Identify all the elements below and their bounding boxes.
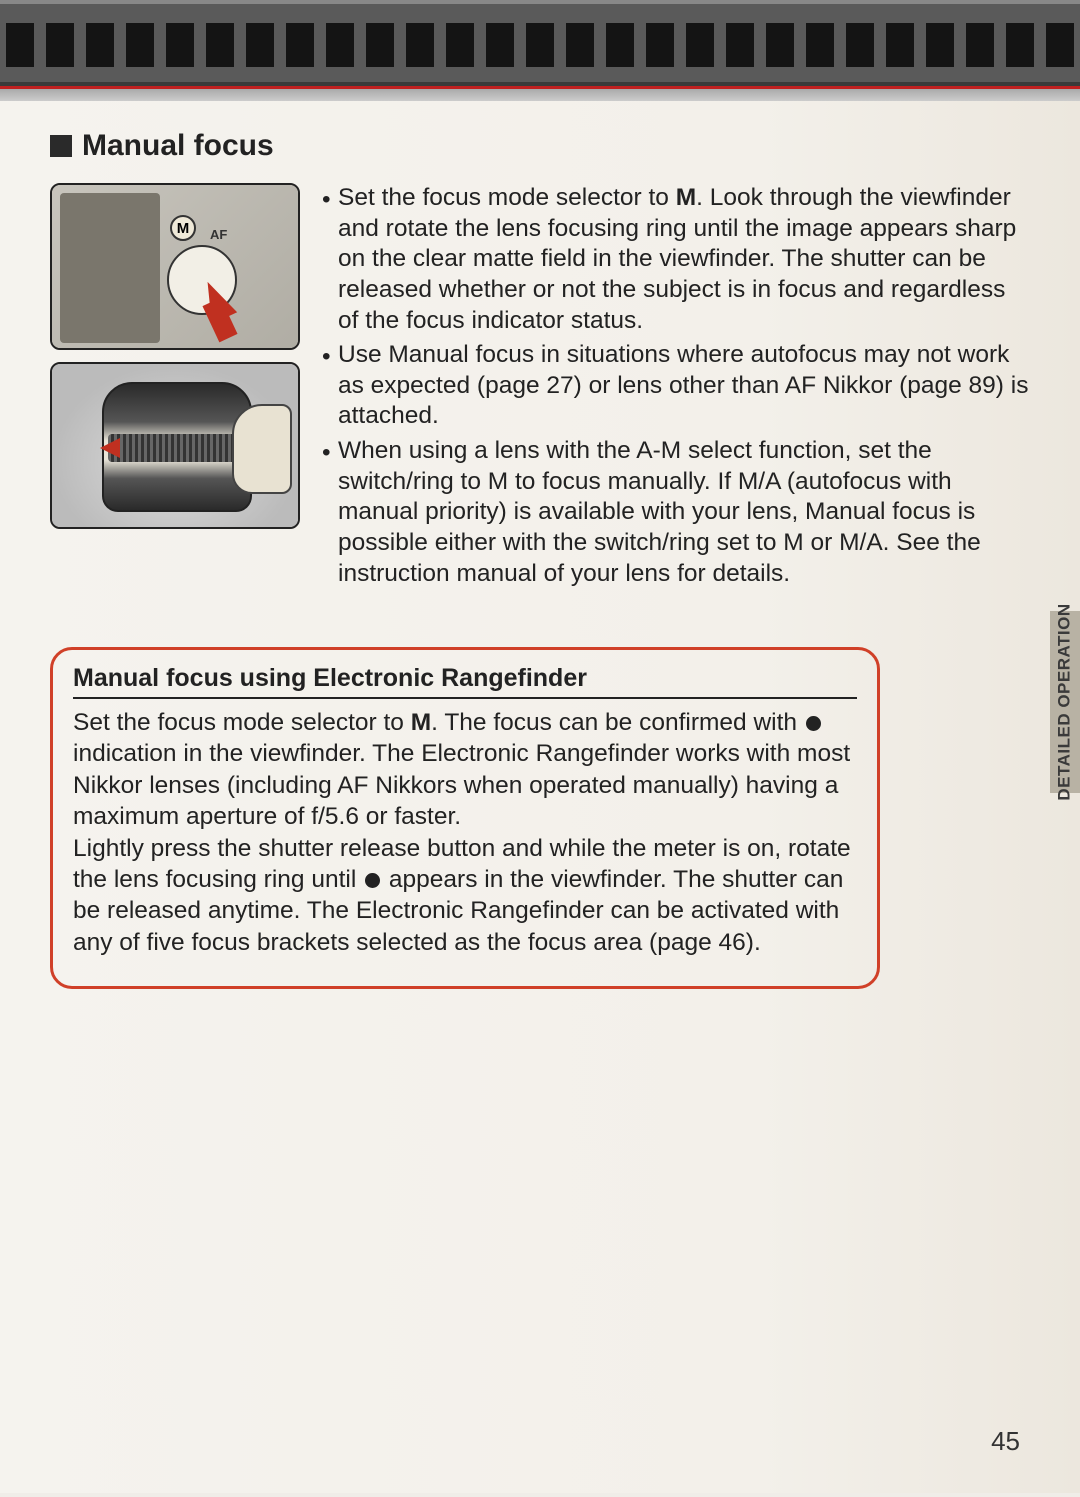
film-hole: [1046, 23, 1074, 67]
callout-body: Set the focus mode selector to M. The fo…: [73, 707, 857, 958]
film-hole: [646, 23, 674, 67]
film-hole: [46, 23, 74, 67]
film-hole: [766, 23, 794, 67]
film-hole: [206, 23, 234, 67]
callout-title: Manual focus using Electronic Rangefinde…: [73, 664, 857, 699]
af-label: AF: [210, 227, 227, 242]
film-hole: [886, 23, 914, 67]
focus-dot-icon: [806, 716, 821, 731]
film-hole: [286, 23, 314, 67]
film-hole: [326, 23, 354, 67]
film-hole: [166, 23, 194, 67]
film-strip-border: [0, 0, 1080, 86]
film-hole: [566, 23, 594, 67]
film-hole: [606, 23, 634, 67]
film-hole: [446, 23, 474, 67]
film-hole: [686, 23, 714, 67]
heading-text: Manual focus: [82, 129, 274, 163]
film-hole: [926, 23, 954, 67]
film-hole: [126, 23, 154, 67]
film-hole: [726, 23, 754, 67]
film-hole: [366, 23, 394, 67]
focus-dot-icon: [365, 873, 380, 888]
m-label: M: [170, 215, 196, 241]
callout-text: indication in the viewfinder. The Electr…: [73, 740, 850, 830]
film-hole: [486, 23, 514, 67]
grey-band: [0, 89, 1080, 101]
side-tab: DETAILED OPERATION: [1050, 611, 1080, 793]
film-hole: [406, 23, 434, 67]
film-hole: [846, 23, 874, 67]
callout-bold: M: [411, 709, 431, 736]
bullet-item: • When using a lens with the A-M select …: [322, 436, 1030, 589]
side-tab-label: DETAILED OPERATION: [1055, 603, 1075, 800]
bullet-bold: M: [676, 184, 696, 211]
film-hole: [806, 23, 834, 67]
film-hole: [246, 23, 274, 67]
section-heading: Manual focus: [50, 129, 1030, 163]
film-hole: [6, 23, 34, 67]
bullet-item: • Use Manual focus in situations where a…: [322, 340, 1030, 432]
page-body: Manual focus M AF •: [0, 101, 1080, 1493]
bullet-text: When using a lens with the A-M select fu…: [338, 437, 981, 587]
film-hole: [1006, 23, 1034, 67]
bullets-column: • Set the focus mode selector to M. Look…: [322, 183, 1030, 593]
callout-box: Manual focus using Electronic Rangefinde…: [50, 647, 880, 989]
film-hole: [86, 23, 114, 67]
illustration-lens-ring: [50, 362, 300, 529]
illustration-focus-selector: M AF: [50, 183, 300, 350]
bullet-text: Set the focus mode selector to: [338, 184, 676, 211]
callout-text: Set the focus mode selector to: [73, 709, 411, 736]
heading-square-icon: [50, 135, 72, 157]
page-number: 45: [991, 1426, 1020, 1457]
callout-text: . The focus can be confirmed with: [431, 709, 804, 736]
bullet-text: Use Manual focus in situations where aut…: [338, 341, 1028, 429]
film-hole: [966, 23, 994, 67]
film-hole: [526, 23, 554, 67]
bullet-item: • Set the focus mode selector to M. Look…: [322, 183, 1030, 336]
